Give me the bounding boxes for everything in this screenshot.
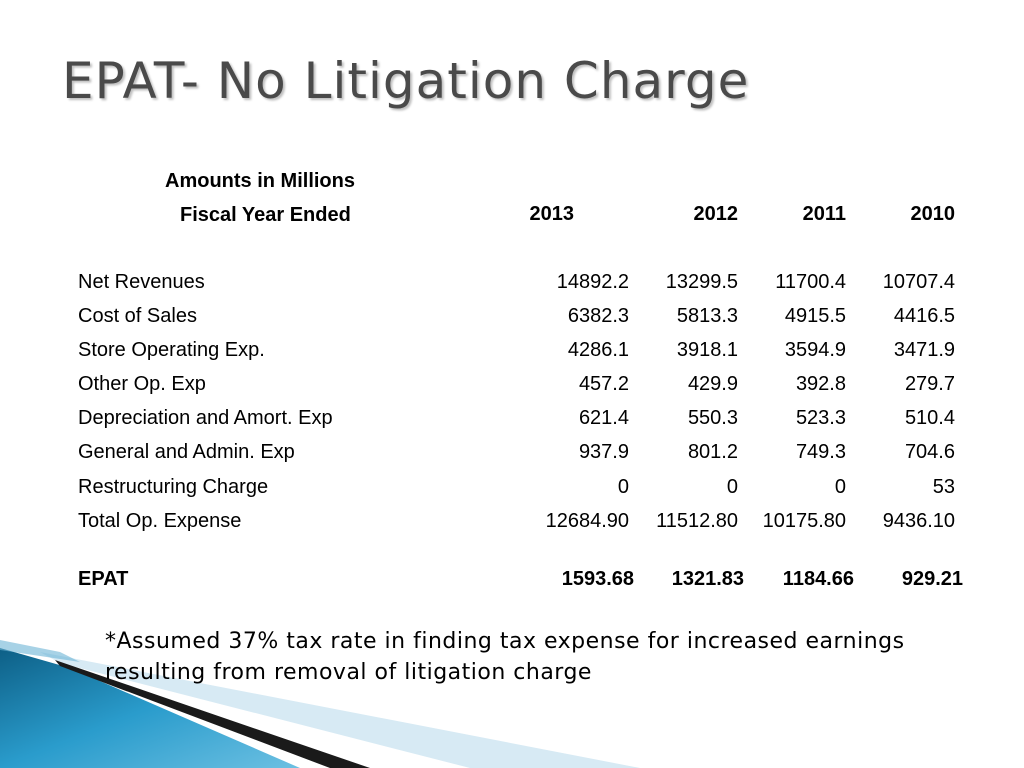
table-header-fiscal-year: Fiscal Year Ended (180, 204, 351, 226)
cell-value: 1593.68 (561, 568, 634, 590)
cell-value: 0 (726, 476, 738, 498)
footnote: *Assumed 37% tax rate in finding tax exp… (105, 629, 905, 685)
cell-value: 4915.5 (784, 305, 846, 327)
cell-value: 704.6 (904, 441, 955, 463)
cell-value: 1184.66 (782, 568, 854, 590)
table-row: Cost of Sales 6382.3 5813.3 4915.5 4416.5 (0, 305, 1024, 335)
table-row: Other Op. Exp 457.2 429.9 392.8 279.7 (0, 373, 1024, 403)
cell-value: 749.3 (795, 441, 846, 463)
cell-value: 3918.1 (676, 339, 738, 361)
row-label: Store Operating Exp. (78, 339, 265, 361)
row-label: General and Admin. Exp (78, 441, 295, 463)
table-row: General and Admin. Exp 937.9 801.2 749.3 704… (0, 441, 1024, 471)
row-label: EPAT (78, 568, 129, 590)
cell-value: 4416.5 (893, 305, 955, 327)
cell-value: 11512.80 (656, 510, 738, 532)
cell-value: 392.8 (795, 373, 846, 395)
cell-value: 929.21 (901, 568, 963, 590)
cell-value: 0 (834, 476, 846, 498)
cell-value: 14892.2 (556, 271, 629, 293)
cell-value: 12684.90 (545, 510, 629, 532)
row-label: Net Revenues (78, 271, 205, 293)
cell-value: 0 (617, 476, 629, 498)
row-label: Restructuring Charge (78, 476, 269, 498)
table-row: Store Operating Exp. 4286.1 3918.1 3594.9 34… (0, 339, 1024, 369)
column-header-year: 2013 (529, 203, 575, 225)
total-row: EPAT 1593.68 1321.83 1184.66 929.21 (0, 568, 1024, 598)
cell-value: 429.9 (687, 373, 738, 395)
column-header-year: 2011 (802, 203, 846, 225)
row-label: Cost of Sales (78, 305, 197, 327)
cell-value: 9436.10 (882, 510, 955, 532)
cell-value: 10175.80 (762, 510, 846, 532)
table-row: Restructuring Charge 0 0 0 53 (0, 476, 1024, 506)
cell-value: 801.2 (687, 441, 738, 463)
table-header-units: Amounts in Millions (165, 170, 355, 192)
cell-value: 13299.5 (665, 271, 738, 293)
cell-value: 523.3 (795, 407, 846, 429)
cell-value: 1321.83 (671, 568, 744, 590)
cell-value: 6382.3 (567, 305, 629, 327)
slide-title: EPAT- No Litigation Charge (62, 52, 750, 110)
table-row: Net Revenues 14892.2 13299.5 11700.4 10707.4 (0, 271, 1024, 301)
row-label: Other Op. Exp (78, 373, 206, 395)
table-row: Depreciation and Amort. Exp 621.4 550.3 523… (0, 407, 1024, 437)
cell-value: 53 (932, 476, 955, 498)
cell-value: 510.4 (904, 407, 955, 429)
cell-value: 621.4 (578, 407, 629, 429)
column-header-year: 2012 (693, 203, 739, 225)
row-label: Depreciation and Amort. Exp (78, 407, 333, 429)
table-row: Total Op. Expense 12684.90 11512.80 10175.8… (0, 510, 1024, 540)
cell-value: 550.3 (687, 407, 738, 429)
cell-value: 937.9 (578, 441, 629, 463)
cell-value: 3594.9 (784, 339, 846, 361)
cell-value: 4286.1 (567, 339, 629, 361)
cell-value: 279.7 (904, 373, 955, 395)
row-label: Total Op. Expense (78, 510, 242, 532)
cell-value: 5813.3 (676, 305, 738, 327)
cell-value: 11700.4 (775, 271, 846, 293)
cell-value: 10707.4 (882, 271, 955, 293)
column-header-year: 2010 (910, 203, 956, 225)
cell-value: 3471.9 (893, 339, 955, 361)
cell-value: 457.2 (578, 373, 629, 395)
